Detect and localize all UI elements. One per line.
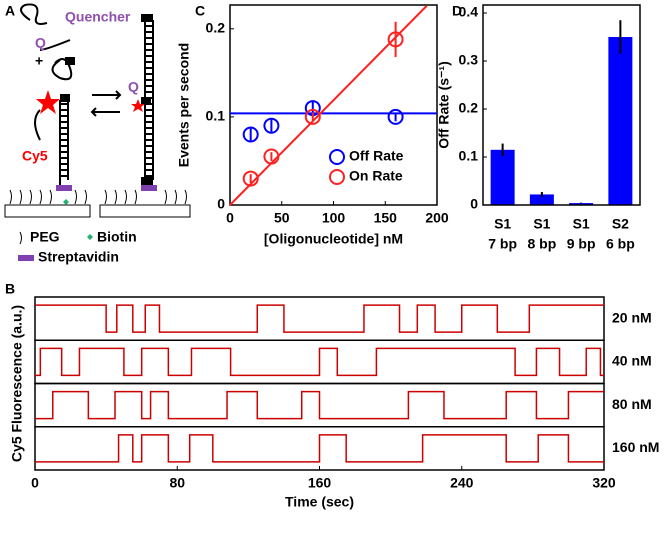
streptavidin — [56, 185, 72, 191]
legend-label: Biotin — [97, 229, 137, 245]
x-tick-label: 80 — [169, 475, 185, 491]
strand-end — [141, 177, 153, 185]
x-tick-sublabel: 9 bp — [567, 236, 596, 252]
x-tick-label: S1 — [533, 216, 550, 232]
biotin-icon — [87, 234, 93, 240]
y-axis-label: Cy5 Fluorescence (a.u.) — [9, 305, 25, 462]
panel-label: B — [5, 281, 15, 297]
surface — [4, 204, 91, 218]
fluorophore-star — [36, 90, 60, 114]
trace-label: 20 nM — [612, 309, 652, 325]
x-tick-label: 0 — [31, 475, 39, 491]
marker — [263, 117, 280, 134]
surface — [99, 204, 191, 218]
y-tick-label: 0.1 — [206, 108, 226, 124]
y-tick-label: 0 — [217, 196, 225, 212]
quencher-strand — [51, 58, 73, 81]
label: Quencher — [65, 9, 131, 25]
x-tick-label: 240 — [450, 475, 474, 491]
bar — [529, 194, 554, 205]
strand-end — [60, 94, 70, 102]
x-tick-sublabel: 8 bp — [527, 236, 556, 252]
step-fit — [35, 347, 604, 377]
label: Q — [35, 35, 46, 51]
y-tick-label: 0.4 — [459, 4, 479, 20]
legend-marker — [329, 169, 345, 185]
x-tick-label: 100 — [322, 210, 346, 226]
strand-end — [141, 97, 151, 105]
x-tick-label: S1 — [573, 216, 590, 232]
bar — [569, 203, 594, 205]
y-tick-label: 0.3 — [459, 52, 479, 68]
legend-label: On Rate — [349, 168, 403, 184]
arrow — [39, 39, 71, 51]
bar — [490, 149, 515, 205]
legend-label: Off Rate — [349, 148, 404, 164]
legend-marker — [329, 149, 345, 165]
biotin — [63, 199, 69, 205]
y-tick-label: 0.1 — [459, 148, 479, 164]
x-tick-label: 0 — [226, 210, 234, 226]
y-axis-label: Off Rate (s⁻¹) — [436, 61, 452, 149]
y-tick-label: 0.2 — [206, 19, 226, 35]
x-tick-label: 320 — [592, 475, 616, 491]
peg-icon — [19, 231, 22, 245]
marker — [242, 170, 259, 187]
strand-end — [141, 14, 153, 22]
y-tick-label: 0.2 — [459, 100, 479, 116]
x-axis-label: [Oligonucleotide] nM — [264, 231, 403, 247]
trace-frame — [34, 296, 605, 341]
panel-label: D — [452, 3, 462, 19]
x-tick-sublabel: 6 bp — [606, 236, 635, 252]
trace-label: 40 nM — [612, 353, 652, 369]
trace-label: 80 nM — [612, 396, 652, 412]
y-tick-label: 0 — [470, 196, 478, 212]
quencher-strand — [20, 3, 48, 25]
base-pairs — [60, 103, 68, 177]
panel-label: C — [195, 3, 205, 19]
marker — [387, 31, 404, 48]
x-tick-label: S2 — [612, 216, 629, 232]
panel-label: A — [5, 3, 15, 19]
step-fit — [35, 390, 604, 420]
marker — [304, 108, 321, 125]
x-tick-label: 160 — [308, 475, 332, 491]
plot-frame — [229, 4, 438, 206]
x-tick-label: 200 — [425, 210, 449, 226]
marker — [387, 108, 404, 125]
diagram — [4, 3, 191, 245]
x-tick-label: 150 — [374, 210, 398, 226]
streptavidin — [141, 185, 157, 191]
base-pairs — [145, 25, 153, 177]
peg — [9, 189, 187, 205]
legend-label: PEG — [30, 229, 60, 245]
equilibrium-arrows — [90, 90, 122, 117]
arrow — [34, 109, 41, 141]
x-axis-label: Time (sec) — [285, 494, 354, 510]
label: Q — [128, 79, 139, 95]
legend-label: Streptavidin — [38, 249, 119, 265]
marker — [263, 148, 280, 165]
label: + — [35, 53, 43, 69]
x-tick-label: 50 — [274, 210, 290, 226]
fluorophore-star — [131, 99, 145, 112]
marker — [242, 126, 259, 143]
x-tick-label: S1 — [494, 216, 511, 232]
label: Cy5 — [22, 148, 48, 164]
plot-frame — [482, 4, 641, 206]
y-axis-label: Events per second — [176, 43, 192, 168]
step-fit — [35, 304, 604, 333]
step-fit — [35, 434, 604, 463]
x-tick-sublabel: 7 bp — [488, 236, 517, 252]
streptavidin-icon — [18, 255, 34, 261]
trace-label: 160 nM — [612, 439, 659, 455]
bar — [608, 37, 633, 205]
fit-line — [229, 5, 428, 206]
strand-end — [65, 57, 75, 65]
